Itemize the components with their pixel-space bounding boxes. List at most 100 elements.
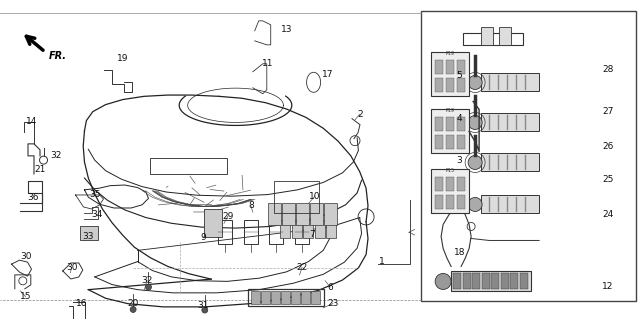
Text: 14: 14 [26, 117, 38, 126]
Bar [446, 78, 454, 93]
Text: 33: 33 [83, 232, 94, 241]
Bar [421, 11, 636, 301]
Text: 21: 21 [34, 165, 45, 174]
Text: 30: 30 [66, 263, 77, 272]
Bar [244, 220, 258, 244]
Text: 22: 22 [296, 263, 308, 272]
Bar [446, 136, 454, 150]
Bar [80, 226, 98, 240]
Text: 18: 18 [454, 248, 465, 257]
Text: 36: 36 [28, 193, 39, 202]
Bar [150, 158, 227, 174]
Bar [510, 273, 518, 289]
Bar [292, 220, 302, 238]
Bar [457, 117, 465, 131]
Bar [451, 271, 531, 292]
Bar [271, 291, 280, 304]
Bar [520, 273, 527, 289]
Bar [252, 291, 260, 304]
Text: 8: 8 [248, 201, 253, 210]
Bar [446, 196, 454, 210]
Bar [482, 273, 490, 289]
Bar [499, 27, 511, 45]
Bar [481, 27, 493, 45]
Text: 6: 6 [328, 283, 333, 292]
Text: 3: 3 [457, 156, 462, 165]
Bar [282, 203, 294, 225]
Text: 15: 15 [20, 292, 31, 301]
Circle shape [130, 307, 136, 312]
Text: 17: 17 [322, 70, 333, 79]
Bar [324, 203, 337, 225]
Text: 13: 13 [281, 25, 292, 34]
Bar [446, 177, 454, 191]
Circle shape [468, 76, 482, 89]
Bar [303, 220, 314, 238]
Bar [431, 52, 469, 96]
Bar [431, 169, 469, 213]
Bar [435, 136, 443, 150]
Bar [281, 291, 290, 304]
Bar [446, 61, 454, 74]
Text: 26: 26 [602, 142, 614, 151]
Bar [463, 33, 523, 45]
Text: 35: 35 [89, 190, 100, 199]
Text: 10: 10 [309, 192, 321, 201]
Text: 5: 5 [457, 71, 462, 80]
Bar [315, 220, 325, 238]
Text: 20: 20 [127, 299, 139, 308]
Text: 31: 31 [198, 301, 209, 310]
Bar [261, 291, 270, 304]
Text: 11: 11 [262, 59, 273, 68]
Bar [326, 220, 337, 238]
Text: 4: 4 [457, 114, 462, 123]
Bar [481, 114, 539, 131]
Bar [248, 289, 324, 306]
Bar [291, 291, 300, 304]
Bar [435, 117, 443, 131]
Bar [457, 136, 465, 150]
Bar [274, 181, 319, 213]
Bar [218, 220, 232, 244]
Bar [457, 78, 465, 93]
Bar [472, 273, 480, 289]
Bar [491, 273, 499, 289]
Bar [204, 209, 221, 237]
Text: P19: P19 [445, 51, 454, 56]
Text: 12: 12 [602, 282, 614, 291]
Bar [435, 61, 443, 74]
Circle shape [145, 284, 152, 290]
Circle shape [468, 115, 482, 130]
Bar [500, 273, 509, 289]
Bar [457, 196, 465, 210]
Bar [446, 117, 454, 131]
Bar [268, 203, 280, 225]
Text: 9: 9 [201, 233, 206, 242]
Bar [311, 291, 320, 304]
Circle shape [468, 155, 482, 169]
Bar [431, 109, 469, 153]
Bar [481, 153, 539, 171]
Text: 30: 30 [20, 252, 31, 261]
Text: 23: 23 [327, 299, 339, 308]
Bar [310, 203, 323, 225]
Text: S5AA-E0700A: S5AA-E0700A [501, 0, 556, 1]
Bar [301, 291, 310, 304]
Circle shape [435, 273, 451, 289]
Text: 2: 2 [357, 110, 362, 119]
Text: 19: 19 [117, 54, 129, 63]
Text: 32: 32 [51, 151, 62, 160]
Bar [435, 177, 443, 191]
Text: 28: 28 [602, 65, 614, 74]
Text: 34: 34 [92, 210, 103, 219]
Text: 7: 7 [310, 230, 315, 239]
Bar [457, 177, 465, 191]
Text: 27: 27 [602, 107, 614, 115]
Text: P15: P15 [445, 168, 454, 174]
Bar [295, 220, 309, 244]
Bar [453, 273, 461, 289]
Bar [463, 273, 470, 289]
Circle shape [468, 197, 482, 211]
Bar [435, 196, 443, 210]
Bar [457, 61, 465, 74]
